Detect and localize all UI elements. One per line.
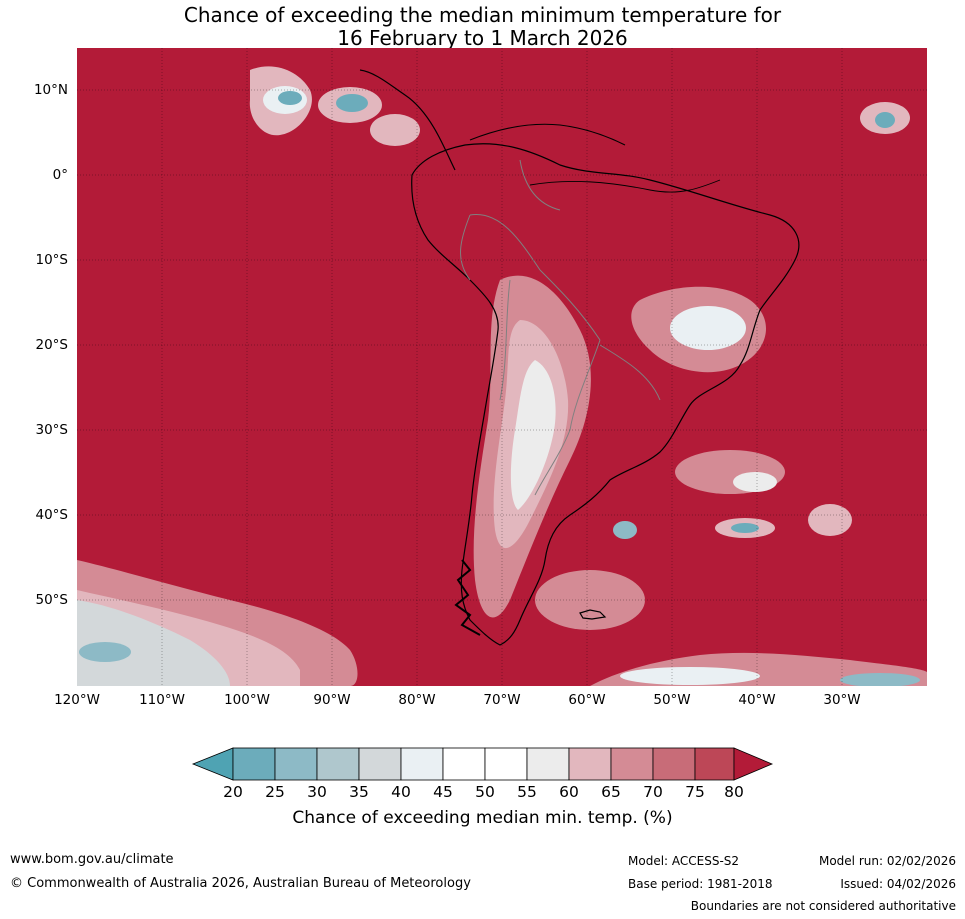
colorbar-bin-30 bbox=[316, 747, 360, 781]
anomaly-region-pacific-north-cool bbox=[278, 91, 302, 105]
anomaly-region-andes-core bbox=[510, 360, 556, 510]
colorbar-tick-70: 70 bbox=[643, 783, 663, 801]
colorbar-bin-60 bbox=[568, 747, 612, 781]
colorbar-tick-80: 80 bbox=[724, 783, 744, 801]
colorbar-bin-45 bbox=[442, 747, 486, 781]
amazon-river bbox=[529, 179, 721, 193]
lon-label-90w: 90°W bbox=[313, 692, 351, 708]
falkland-islands bbox=[579, 609, 607, 620]
colorbar-tick-25: 25 bbox=[265, 783, 285, 801]
gridlines bbox=[77, 48, 927, 686]
colorbar-bin-25 bbox=[274, 747, 318, 781]
lat-label-0: 0° bbox=[52, 167, 68, 183]
map-title: Chance of exceeding the median minimum t… bbox=[0, 4, 965, 50]
colorbar-tick-60: 60 bbox=[559, 783, 579, 801]
central-america-coastline bbox=[359, 69, 456, 171]
lat-label-40s: 40°S bbox=[35, 507, 69, 523]
country-borders bbox=[460, 159, 661, 496]
colorbar-bin-50 bbox=[484, 747, 528, 781]
footer-issued: Issued: 04/02/2026 bbox=[840, 877, 956, 891]
south-america-coastline bbox=[411, 143, 800, 646]
lon-label-80w: 80°W bbox=[398, 692, 436, 708]
anomaly-region-atlantic-2-core bbox=[731, 523, 759, 533]
footer-copyright: © Commonwealth of Australia 2026, Austra… bbox=[10, 876, 471, 891]
colorbar-tick-50: 50 bbox=[475, 783, 495, 801]
anomaly-region-south-core bbox=[620, 667, 760, 685]
colorbar-tick-40: 40 bbox=[391, 783, 411, 801]
colorbar-high-extend bbox=[733, 747, 774, 781]
lon-label-50w: 50°W bbox=[653, 692, 691, 708]
footer-model: Model: ACCESS-S2 bbox=[628, 854, 740, 868]
anomaly-region-pacific-cool-2-core bbox=[336, 94, 368, 112]
lon-label-30w: 30°W bbox=[823, 692, 861, 708]
title-line-2: 16 February to 1 March 2026 bbox=[337, 26, 628, 50]
colorbar-tick-35: 35 bbox=[349, 783, 369, 801]
patagonia-fjords bbox=[454, 559, 481, 636]
lat-label-10n: 10°N bbox=[33, 82, 68, 98]
lon-label-110w: 110°W bbox=[139, 692, 185, 708]
colorbar-bin-35 bbox=[358, 747, 402, 781]
colorbar-tick-65: 65 bbox=[601, 783, 621, 801]
anomaly-region-atlantic-3 bbox=[808, 504, 852, 536]
anomaly-region-southeast-cool bbox=[840, 673, 920, 686]
anomaly-region-east-brazil-core bbox=[670, 306, 746, 350]
lat-label-10s: 10°S bbox=[35, 252, 69, 268]
lon-label-40w: 40°W bbox=[738, 692, 776, 708]
anomaly-region-atlantic-1-core bbox=[733, 472, 777, 492]
title-line-1: Chance of exceeding the median minimum t… bbox=[183, 3, 782, 27]
lat-label-50s: 50°S bbox=[35, 592, 69, 608]
lon-label-70w: 70°W bbox=[483, 692, 521, 708]
colorbar-tick-20: 20 bbox=[223, 783, 243, 801]
footer-model-run: Model run: 02/02/2026 bbox=[818, 854, 956, 868]
colorbar-low-extend bbox=[191, 747, 234, 781]
colorbar-bin-40 bbox=[400, 747, 444, 781]
lat-label-20s: 20°S bbox=[35, 337, 69, 353]
anomaly-region-atlantic-north-core bbox=[875, 112, 895, 128]
anomaly-region-atlantic-4 bbox=[613, 521, 637, 539]
colorbar-bin-75 bbox=[694, 747, 735, 781]
anomaly-region-southwest-core bbox=[77, 600, 230, 686]
colorbar-bin-70 bbox=[652, 747, 696, 781]
colorbar-tick-75: 75 bbox=[685, 783, 705, 801]
lon-label-100w: 100°W bbox=[224, 692, 270, 708]
footer-url[interactable]: www.bom.gov.au/climate bbox=[10, 852, 174, 867]
colorbar-tick-45: 45 bbox=[433, 783, 453, 801]
colorbar-tick-30: 30 bbox=[307, 783, 327, 801]
colorbar bbox=[191, 747, 774, 781]
lon-label-120w: 120°W bbox=[54, 692, 100, 708]
footer-disclaimer: Boundaries are not considered authoritat… bbox=[690, 899, 956, 913]
lat-label-30s: 30°S bbox=[35, 422, 69, 438]
anomaly-region-southwest-cool bbox=[79, 642, 131, 662]
lon-label-60w: 60°W bbox=[568, 692, 606, 708]
colorbar-bin-65 bbox=[610, 747, 654, 781]
footer-base-period: Base period: 1981-2018 bbox=[628, 877, 773, 891]
anomaly-region-caribbean bbox=[370, 114, 420, 146]
colorbar-bin-20 bbox=[232, 747, 276, 781]
map-panel bbox=[77, 48, 927, 686]
colorbar-label: Chance of exceeding median min. temp. (%… bbox=[292, 808, 673, 828]
colorbar-tick-55: 55 bbox=[517, 783, 537, 801]
colorbar-bin-55 bbox=[526, 747, 570, 781]
caribbean-coastline bbox=[469, 123, 626, 146]
